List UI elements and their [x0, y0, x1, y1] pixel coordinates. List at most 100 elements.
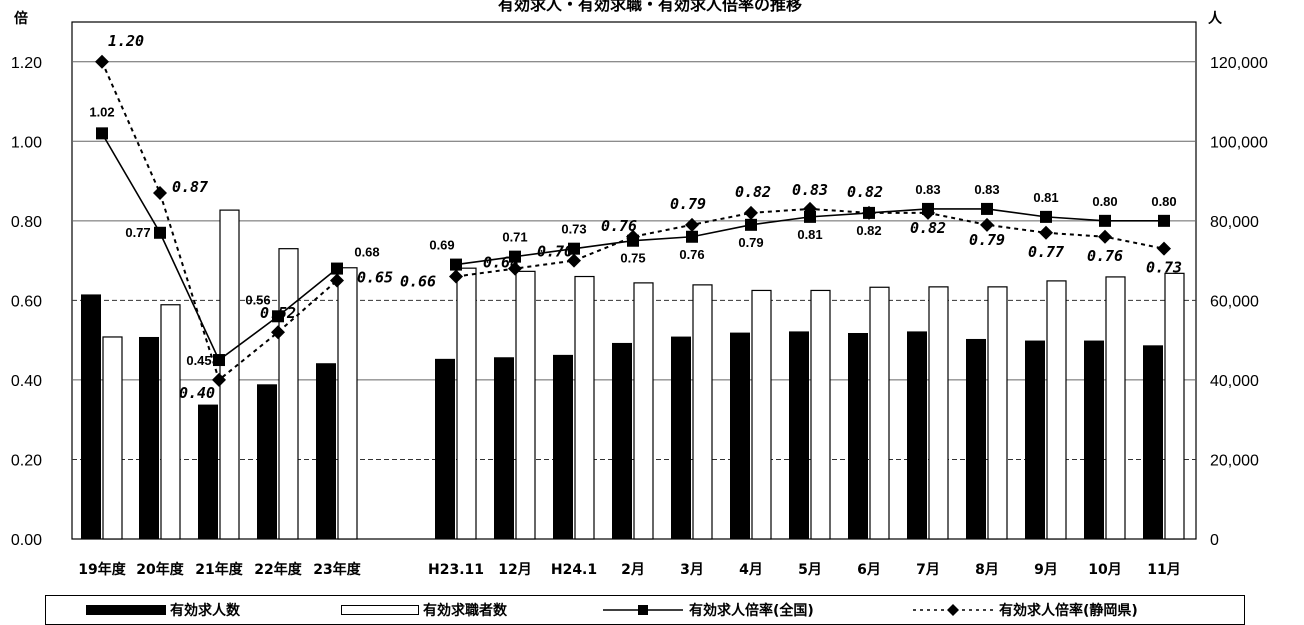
legend-swatch-white-bar	[341, 605, 419, 615]
bar-seekers	[869, 286, 890, 540]
data-label-ratio-national: 0.81	[1033, 190, 1058, 205]
bar-seekers	[337, 267, 358, 540]
bar-seekers	[987, 286, 1008, 540]
x-tick-label: 5月	[798, 562, 822, 578]
bar-seekers	[633, 282, 654, 540]
data-label-ratio-shizuoka: 0.82	[735, 183, 771, 201]
marker-ratio-shizuoka	[508, 261, 522, 276]
x-tick-label: 2月	[621, 562, 645, 578]
data-label-ratio-shizuoka: 0.65	[357, 269, 393, 287]
bar-seekers	[810, 289, 831, 540]
bar-recruits	[966, 338, 986, 539]
marker-ratio-national	[213, 354, 225, 367]
data-label-ratio-shizuoka: 0.68	[483, 254, 519, 272]
data-label-ratio-national: 0.73	[561, 222, 586, 237]
data-label-ratio-shizuoka: 0.70	[537, 243, 573, 261]
marker-ratio-shizuoka	[1039, 225, 1053, 240]
data-label-ratio-shizuoka: 0.73	[1146, 259, 1182, 277]
bar-recruits	[257, 384, 277, 539]
y-right-tick-label: 40,000	[1210, 373, 1259, 390]
bar-recruits	[848, 332, 868, 539]
marker-ratio-shizuoka	[803, 201, 817, 216]
x-tick-label: 7月	[916, 562, 940, 578]
data-label-ratio-national: 0.76	[679, 247, 704, 262]
y-right-tick-label: 100,000	[1210, 134, 1268, 151]
x-tick-label: 10月	[1088, 562, 1121, 578]
x-tick-label: 19年度	[78, 561, 126, 578]
x-tick-label: 8月	[975, 562, 999, 578]
chart-title: 有効求人・有効求職・有効求人倍率の推移	[497, 0, 802, 14]
marker-ratio-national	[331, 262, 343, 275]
data-label-ratio-national: 0.68	[354, 245, 379, 260]
bar-recruits	[1084, 340, 1104, 539]
bar-recruits	[1025, 340, 1045, 539]
data-label-ratio-national: 0.71	[502, 230, 527, 245]
bar-recruits	[730, 332, 750, 539]
bar-recruits	[553, 354, 573, 539]
marker-ratio-national	[1040, 210, 1052, 223]
x-tick-label: 9月	[1034, 562, 1058, 578]
marker-ratio-national	[745, 218, 757, 231]
chart-legend: 有効求人数 有効求職者数 有効求人倍率(全国) 有効求人倍率(静岡県)	[45, 595, 1245, 625]
y-right-tick-label: 20,000	[1210, 452, 1259, 469]
marker-ratio-shizuoka	[153, 186, 167, 201]
bar-seekers	[102, 336, 123, 540]
legend-swatch-black-bar	[86, 605, 166, 615]
x-tick-label: 6月	[857, 562, 881, 578]
y-left-tick-label: 0.60	[11, 293, 42, 310]
data-label-ratio-shizuoka: 0.79	[969, 231, 1005, 249]
y-left-tick-label: 1.00	[11, 134, 42, 151]
bar-recruits	[198, 404, 218, 539]
marker-ratio-shizuoka	[685, 217, 699, 232]
legend-item-recruits: 有効求人数	[86, 600, 240, 620]
legend-item-seekers: 有効求職者数	[341, 600, 507, 620]
bar-seekers	[574, 275, 595, 540]
marker-ratio-shizuoka	[271, 325, 285, 340]
marker-ratio-shizuoka	[95, 54, 109, 69]
x-tick-label: 3月	[680, 562, 704, 578]
legend-item-ratio-shizuoka: 有効求人倍率(静岡県)	[911, 600, 1138, 620]
data-label-ratio-shizuoka: 0.40	[179, 384, 215, 402]
bar-seekers	[160, 304, 181, 540]
x-tick-label: 4月	[739, 562, 763, 578]
bar-recruits	[139, 336, 159, 539]
data-label-ratio-shizuoka: 0.66	[400, 273, 436, 291]
bar-seekers	[1046, 280, 1067, 540]
bar-seekers	[751, 289, 772, 540]
x-tick-label: 20年度	[136, 561, 184, 578]
marker-ratio-national	[272, 310, 284, 323]
x-tick-label: 23年度	[313, 561, 361, 578]
bar-seekers	[515, 270, 536, 540]
bar-recruits	[435, 358, 455, 539]
data-label-ratio-shizuoka: 0.76	[1087, 247, 1123, 265]
legend-label-ratio-national: 有効求人倍率(全国)	[689, 603, 814, 619]
marker-ratio-national	[450, 258, 462, 271]
marker-ratio-shizuoka	[212, 372, 226, 387]
legend-swatch-dashed-diamond-line	[913, 604, 993, 616]
data-label-ratio-national: 0.80	[1151, 194, 1176, 209]
bar-seekers	[278, 248, 299, 540]
data-label-ratio-national: 0.80	[1092, 194, 1117, 209]
x-tick-label: 21年度	[195, 561, 243, 578]
bar-recruits	[612, 342, 632, 539]
bar-seekers	[928, 286, 949, 540]
data-label-ratio-shizuoka: 0.77	[1028, 243, 1064, 261]
data-label-ratio-national: 0.81	[797, 227, 822, 242]
marker-ratio-shizuoka	[1157, 241, 1171, 256]
data-label-ratio-shizuoka: 0.82	[910, 219, 946, 237]
data-label-ratio-national: 0.69	[429, 238, 454, 253]
y-right-tick-label: 80,000	[1210, 214, 1259, 231]
legend-label-seekers: 有効求職者数	[423, 603, 507, 619]
marker-ratio-shizuoka	[1098, 229, 1112, 244]
x-tick-label: H23.11	[428, 562, 484, 578]
legend-label-recruits: 有効求人数	[170, 603, 240, 619]
data-label-ratio-national: 0.75	[620, 251, 645, 266]
marker-ratio-shizuoka	[626, 229, 640, 244]
right-axis-unit: 人	[1208, 11, 1222, 27]
marker-ratio-shizuoka	[449, 269, 463, 284]
data-label-ratio-national: 0.79	[738, 235, 763, 250]
legend-swatch-solid-square-line	[603, 605, 683, 615]
x-tick-label: 22年度	[254, 561, 302, 578]
data-label-ratio-national: 1.02	[89, 104, 114, 119]
y-left-tick-label: 0.40	[11, 373, 42, 390]
